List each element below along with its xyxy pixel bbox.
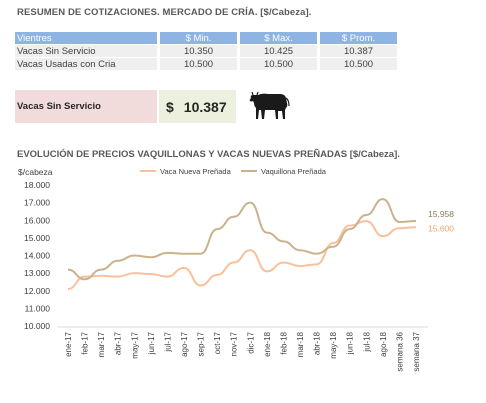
column-header: $ Max. bbox=[237, 32, 317, 44]
legend-label: Vaquillona Preñada bbox=[261, 167, 327, 176]
x-tick-label: jun-18 bbox=[346, 331, 355, 355]
y-tick-label: 17.000 bbox=[24, 198, 50, 208]
x-tick-label: ago-18 bbox=[379, 331, 388, 356]
x-tick-label: feb-18 bbox=[279, 331, 288, 354]
y-tick-label: 10.000 bbox=[24, 321, 50, 331]
y-tick-label: 16.000 bbox=[24, 215, 50, 225]
x-tick-label: dic-17 bbox=[246, 331, 255, 353]
x-tick-label: jul-18 bbox=[362, 331, 371, 352]
x-tick-label: ene-18 bbox=[263, 331, 272, 356]
y-tick-label: 18.000 bbox=[24, 180, 50, 190]
table-row: Vacas Usadas con Cria 10.500 10.500 10.5… bbox=[15, 58, 397, 70]
table-cell: Vacas Usadas con Cria bbox=[15, 58, 157, 70]
y-axis-label: $/cabeza bbox=[18, 167, 53, 177]
series-end-label: 15.600 bbox=[428, 223, 454, 233]
x-tick-label: abr-18 bbox=[313, 331, 322, 355]
x-tick-label: oct-17 bbox=[213, 331, 222, 354]
x-tick-label: may-18 bbox=[329, 331, 338, 358]
column-header: $ Min. bbox=[157, 32, 237, 44]
x-tick-label: semana 37 bbox=[412, 331, 421, 371]
legend-label: Vaca Nueva Preñada bbox=[160, 167, 232, 176]
column-header: $ Prom. bbox=[317, 32, 397, 44]
table-cell: 10.500 bbox=[317, 58, 397, 70]
chart-title: EVOLUCIÓN DE PRECIOS VAQUILLONAS Y VACAS… bbox=[17, 149, 400, 160]
x-tick-label: feb-17 bbox=[81, 331, 90, 354]
x-tick-label: jun-17 bbox=[147, 331, 156, 355]
x-tick-label: ene-17 bbox=[64, 331, 73, 356]
table-row: Vacas Sin Servicio 10.350 10.425 10.387 bbox=[15, 45, 397, 57]
table-cell: Vacas Sin Servicio bbox=[15, 45, 157, 57]
table-cell: 10.500 bbox=[237, 58, 317, 70]
y-tick-label: 11.000 bbox=[25, 303, 51, 313]
table-cell: 10.425 bbox=[237, 45, 317, 57]
series-line-vaca-nueva-prenada bbox=[67, 220, 417, 290]
x-tick-label: mar-18 bbox=[296, 331, 305, 357]
table-cell: 10.500 bbox=[157, 58, 237, 70]
x-tick-label: abr-17 bbox=[114, 331, 123, 355]
table-cell: 10.350 bbox=[157, 45, 237, 57]
x-tick-label: ago-17 bbox=[180, 331, 189, 356]
y-tick-label: 12.000 bbox=[24, 286, 50, 296]
currency-symbol: $ bbox=[166, 98, 174, 115]
summary-value: 10.387 bbox=[183, 98, 227, 115]
summary-label: Vacas Sin Servicio bbox=[15, 90, 157, 123]
y-tick-label: 13.000 bbox=[24, 268, 50, 278]
x-tick-label: nov-17 bbox=[230, 331, 239, 356]
x-tick-label: jul-17 bbox=[163, 331, 172, 352]
column-header: Vientres bbox=[15, 32, 157, 44]
summary-value-box: $ 10.387 bbox=[159, 90, 236, 123]
series-end-label: 15.958 bbox=[428, 209, 454, 219]
table-cell: 10.387 bbox=[317, 45, 397, 57]
x-tick-label: semana 36 bbox=[395, 331, 404, 371]
page-title: RESUMEN DE COTIZACIONES. MERCADO DE CRÍA… bbox=[17, 7, 312, 18]
y-tick-label: 15.000 bbox=[24, 233, 50, 243]
series-line-vaquillona-prenada bbox=[67, 198, 417, 281]
x-tick-label: may-17 bbox=[130, 331, 139, 358]
cow-icon bbox=[249, 91, 290, 119]
quotes-table: Vientres $ Min. $ Max. $ Prom. Vacas Sin… bbox=[15, 31, 397, 71]
x-tick-label: mar-17 bbox=[97, 331, 106, 357]
table-header-row: Vientres $ Min. $ Max. $ Prom. bbox=[15, 32, 397, 44]
y-tick-label: 14.000 bbox=[24, 251, 50, 261]
x-tick-label: sep-17 bbox=[197, 331, 206, 356]
